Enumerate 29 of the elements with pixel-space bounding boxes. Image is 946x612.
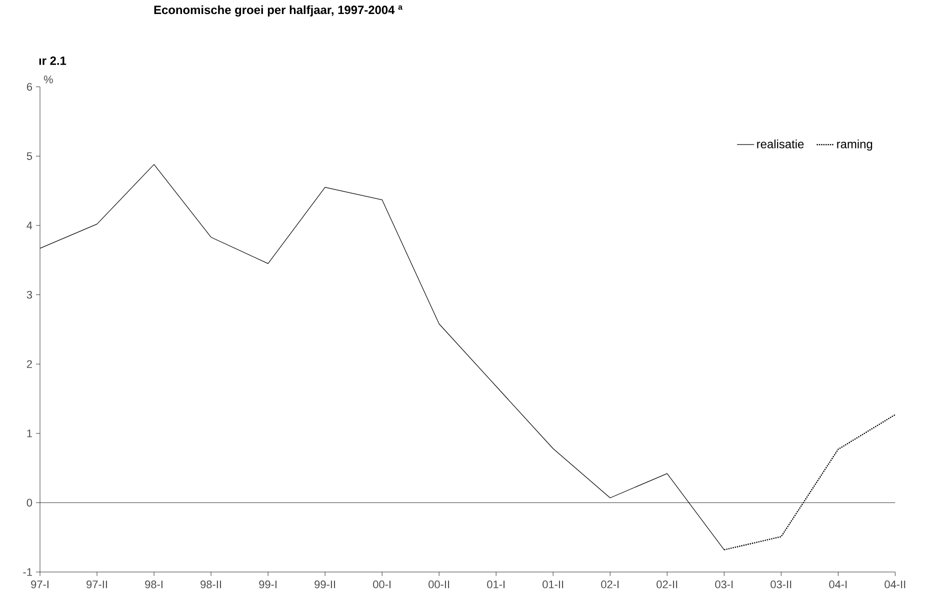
x-tick-label: 01-I: [487, 580, 505, 588]
x-tick-label: 00-I: [373, 580, 390, 588]
x-tick-label: 99-II: [314, 580, 336, 588]
chart-title: Economische groei per halfjaar, 1997-2004 $^{a}$: [154, 5, 403, 17]
y-tick-label: 6: [26, 82, 32, 91]
legend-label: realisatie: [757, 140, 804, 148]
y-axis-title: %: [44, 76, 53, 84]
x-tick-label: 02-II: [656, 580, 678, 588]
x-tick-label: 00-II: [428, 580, 450, 588]
x-tick-label: 97-II: [86, 580, 107, 588]
y-tick-label: 0: [26, 498, 32, 507]
x-tick-label: 97-I: [31, 580, 48, 588]
x-tick-label: 04-II: [884, 580, 906, 588]
x-tick-label: 98-I: [145, 580, 162, 588]
x-tick-label: 02-I: [601, 580, 619, 588]
y-tick-label: 4: [26, 222, 32, 230]
text: ır 2.1: [39, 56, 66, 65]
x-tick-label: 04-I: [829, 580, 847, 588]
y-tick-label: 1: [27, 430, 32, 438]
x-tick-label: 01-II: [542, 580, 564, 588]
legend-label: raming: [837, 140, 872, 151]
x-tick-label: 03-II: [770, 580, 792, 588]
y-tick-label: 3: [26, 290, 32, 299]
y-tick-label: -1: [23, 568, 32, 576]
y-tick-label: 2: [26, 360, 32, 368]
x-tick-label: 99-I: [259, 580, 276, 588]
x-tick-label: 03-I: [715, 580, 733, 588]
y-tick-label: 5: [26, 152, 32, 160]
x-tick-label: 98-II: [200, 580, 221, 588]
